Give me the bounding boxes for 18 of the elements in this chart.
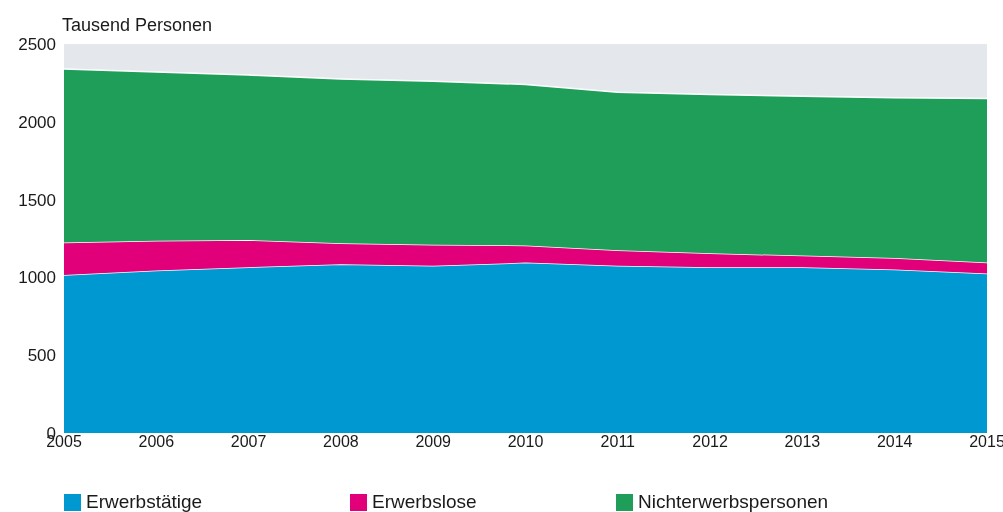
- x-tick-label: 2007: [230, 433, 267, 451]
- x-tick-label: 2010: [507, 433, 544, 451]
- x-tick-label: 2012: [692, 433, 728, 451]
- y-tick-label: 1500: [18, 190, 56, 210]
- y-tick-label: 2000: [18, 112, 56, 132]
- y-tick-label: 1000: [18, 268, 56, 288]
- x-tick-label: 2008: [323, 433, 359, 451]
- x-tick-label: 2013: [784, 433, 821, 451]
- legend-label: Erwerbstätige: [86, 491, 203, 512]
- legend-label: Nichterwerbspersonen: [638, 491, 829, 512]
- x-tick-label: 2006: [138, 433, 175, 451]
- x-tick-label: 2014: [876, 433, 913, 451]
- legend-label: Erwerbslose: [372, 491, 477, 512]
- x-tick-label: 2011: [600, 433, 636, 451]
- y-tick-label: 2500: [18, 35, 56, 55]
- y-tick-label: 500: [27, 346, 56, 366]
- y-axis-title: Tausend Personen: [62, 14, 213, 36]
- x-tick-label: 2009: [415, 433, 452, 451]
